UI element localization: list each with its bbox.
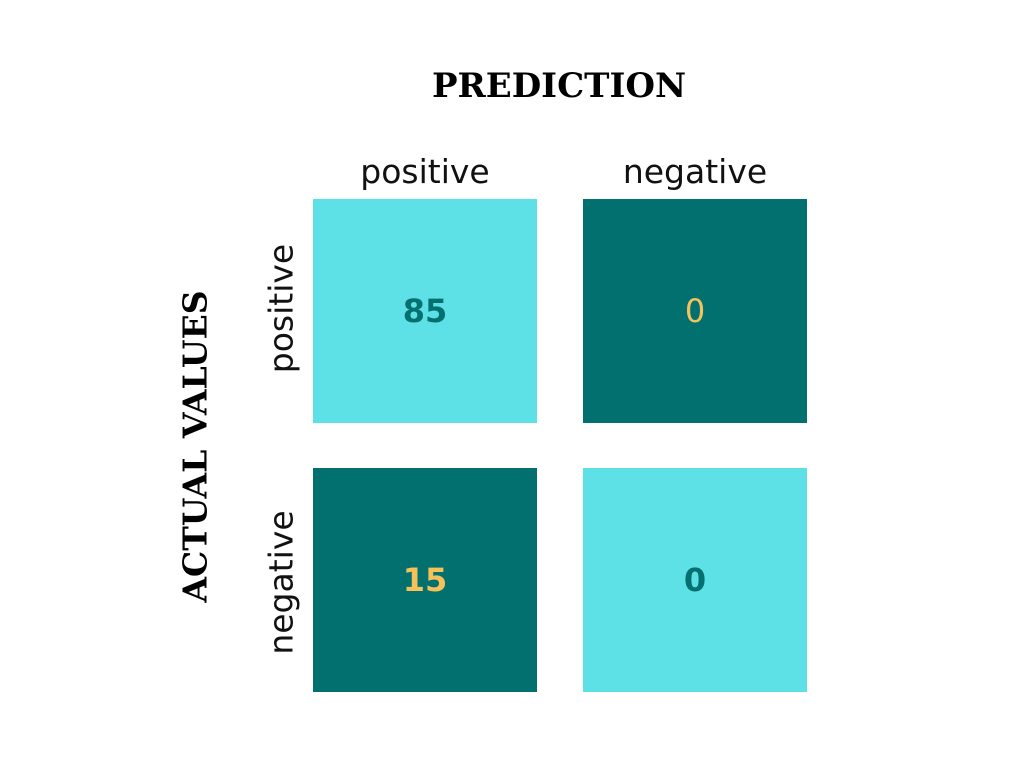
- y-axis-title: ACTUAL VALUES: [175, 290, 215, 603]
- x-axis-title: PREDICTION: [431, 66, 687, 106]
- matrix-cell-negative-negative: 0: [583, 468, 807, 692]
- row-label-positive: positive: [261, 243, 301, 374]
- column-label-negative: negative: [622, 152, 768, 191]
- row-label-negative: negative: [261, 510, 301, 655]
- matrix-cell-value: 0: [683, 561, 707, 599]
- matrix-cell-positive-positive: 85: [313, 199, 537, 423]
- matrix-cell-value: 15: [402, 561, 448, 599]
- column-label-positive: positive: [360, 152, 490, 191]
- matrix-cell-negative-positive: 15: [313, 468, 537, 692]
- matrix-cell-positive-negative: 0: [583, 199, 807, 423]
- matrix-cell-value: 0: [684, 292, 706, 330]
- matrix-cell-value: 85: [402, 292, 448, 330]
